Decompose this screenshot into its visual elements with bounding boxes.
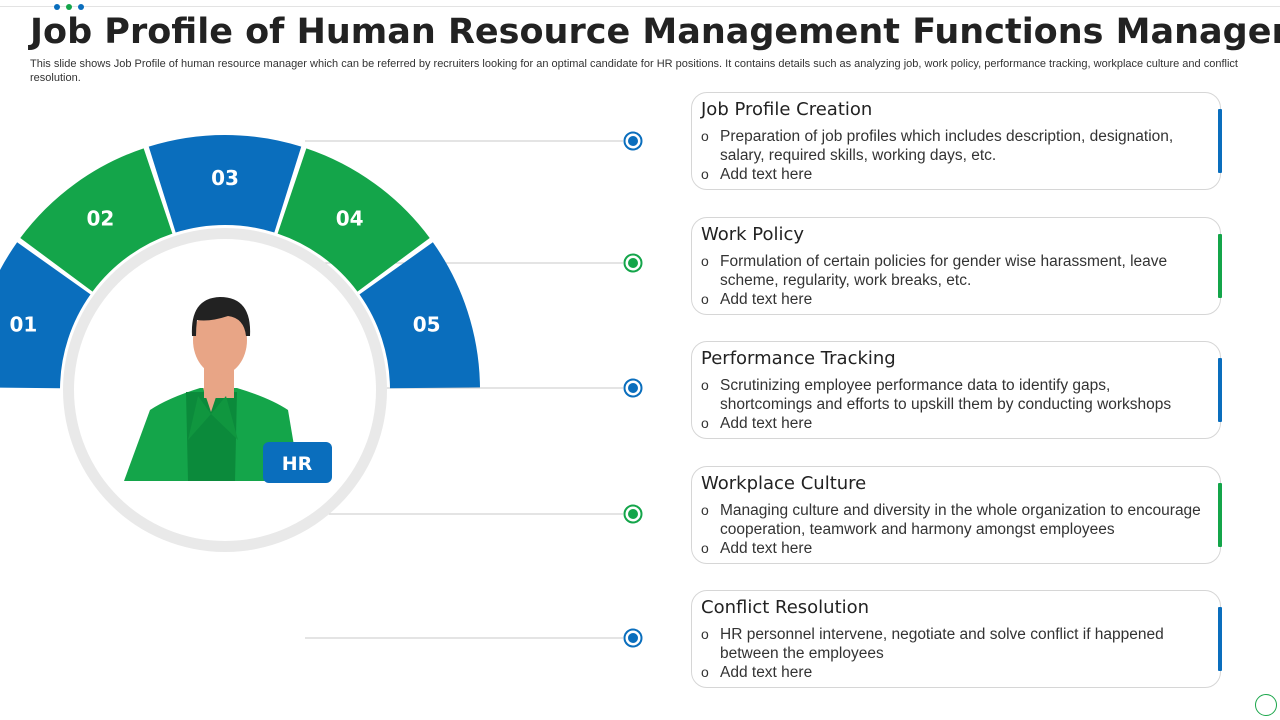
card-accent-bar (1218, 234, 1222, 298)
connector-node-dot (628, 383, 638, 393)
card-point: o Scrutinizing employee performance data … (701, 376, 1206, 414)
card-accent-bar (1218, 358, 1222, 422)
card-point-text: Add text here (720, 291, 813, 308)
corner-circle-icon (1255, 694, 1277, 716)
card-point: o Formulation of certain policies for gen… (701, 252, 1206, 290)
card-point-text: Add text here (720, 664, 813, 681)
connector-node-dot (628, 633, 638, 643)
card-point: o Add text here (701, 663, 1206, 682)
ring-segment-05 (359, 242, 480, 389)
card-points: o Preparation of job profiles which inclu… (701, 127, 1206, 184)
card-point-text: Formulation of certain policies for gend… (720, 253, 1168, 289)
segment-number: 03 (211, 166, 239, 190)
connector-node-dot (628, 136, 638, 146)
card-points: o Managing culture and diversity in the w… (701, 501, 1206, 558)
card-point: o HR personnel intervene, negotiate and s… (701, 625, 1206, 663)
bullet-icon: o (701, 664, 709, 680)
card-point: o Add text here (701, 290, 1206, 309)
card-title: Job Profile Creation (701, 99, 873, 120)
bullet-icon: o (701, 291, 709, 307)
segment-number: 01 (9, 312, 37, 336)
card-title: Workplace Culture (701, 473, 867, 494)
card-accent-bar (1218, 109, 1222, 173)
page-subtitle: This slide shows Job Profile of human re… (30, 58, 1238, 84)
segment-number: 02 (86, 206, 114, 230)
bullet-icon: o (701, 626, 709, 642)
decorative-dots (54, 4, 84, 10)
card-points: o HR personnel intervene, negotiate and s… (701, 625, 1206, 682)
card-accent-bar (1218, 607, 1222, 671)
bullet-icon: o (701, 253, 709, 269)
card-point-text: Add text here (720, 166, 813, 183)
ring-segment-03 (148, 135, 302, 233)
bullet-icon: o (701, 415, 709, 431)
card-point-text: Scrutinizing employee performance data t… (720, 377, 1172, 413)
card-point-text: HR personnel intervene, negotiate and so… (720, 626, 1164, 662)
top-divider (0, 6, 1280, 7)
ring-segments: 01 02 03 04 05 (0, 135, 480, 389)
function-card: Workplace Culture o Managing culture and d… (691, 466, 1222, 564)
card-point: o Preparation of job profiles which inclu… (701, 127, 1206, 165)
hr-badge-label: HR (282, 453, 313, 475)
bullet-icon: o (701, 502, 709, 518)
function-card: Work Policy o Formulation of certain polic… (691, 217, 1222, 315)
bullet-icon: o (701, 166, 709, 182)
card-title: Work Policy (701, 224, 805, 245)
card-point-text: Add text here (720, 540, 813, 557)
hr-badge: HR (263, 442, 332, 483)
bullet-icon: o (701, 128, 709, 144)
connector-node-dot (628, 509, 638, 519)
card-point: o Add text here (701, 539, 1206, 558)
card-points: o Formulation of certain policies for gen… (701, 252, 1206, 309)
ring-segment-01 (0, 242, 91, 389)
function-card: Performance Tracking o Scrutinizing employ… (691, 341, 1222, 439)
ring-segment-04 (277, 148, 430, 292)
card-point: o Add text here (701, 165, 1206, 184)
card-title: Conflict Resolution (701, 597, 870, 618)
function-card: Conflict Resolution o HR personnel interve… (691, 590, 1222, 688)
dot-icon (66, 4, 72, 10)
card-point-text: Add text here (720, 415, 813, 432)
bullet-icon: o (701, 377, 709, 393)
person-icon (124, 297, 300, 481)
card-point: o Managing culture and diversity in the w… (701, 501, 1206, 539)
card-point-text: Preparation of job profiles which includ… (720, 128, 1174, 164)
card-title: Performance Tracking (701, 348, 896, 369)
card-point-text: Managing culture and diversity in the wh… (720, 502, 1201, 538)
dot-icon (78, 4, 84, 10)
dot-icon (54, 4, 60, 10)
function-card: Job Profile Creation o Preparation of job … (691, 92, 1222, 190)
card-accent-bar (1218, 483, 1222, 547)
page-title: Job Profile of Human Resource Management… (30, 12, 1280, 52)
ring-segment-02 (20, 148, 173, 292)
hr-functions-diagram: 01 02 03 04 05 HR (0, 131, 643, 648)
segment-number: 04 (336, 206, 364, 230)
card-point: o Add text here (701, 414, 1206, 433)
bullet-icon: o (701, 540, 709, 556)
card-points: o Scrutinizing employee performance data … (701, 376, 1206, 433)
connector-node-dot (628, 258, 638, 268)
segment-number: 05 (413, 312, 441, 336)
